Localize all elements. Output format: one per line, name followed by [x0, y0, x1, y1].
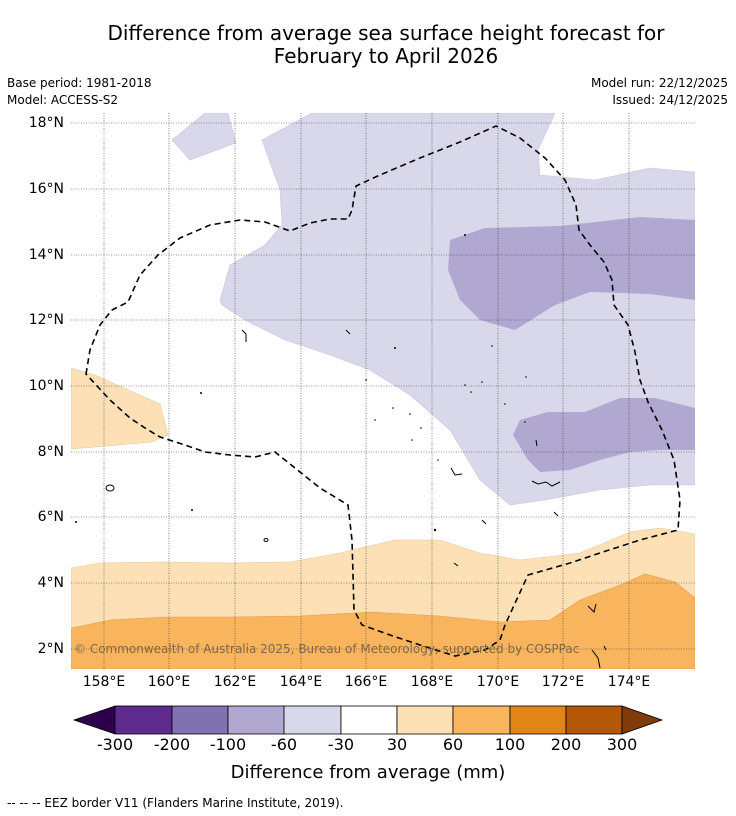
- islet: [524, 421, 526, 423]
- colorbar-bin-p30-p60: [396, 705, 454, 735]
- copyright-notice: © Commonwealth of Australia 2025, Bureau…: [74, 642, 579, 656]
- islet: [470, 391, 472, 393]
- island-west-atoll: [105, 484, 115, 492]
- island-atoll-h: [241, 329, 247, 342]
- colorbar-tick-m300: -300: [96, 735, 134, 754]
- lat-label-4n: 4°N: [37, 575, 64, 591]
- islet: [394, 347, 396, 349]
- field-m100-m60-south: [513, 398, 695, 472]
- colorbar-tick-m60: -60: [270, 735, 298, 754]
- colorbar: [72, 705, 664, 735]
- model-name: Model: ACCESS-S2: [7, 93, 119, 107]
- issued-date: Issued: 24/12/2025: [612, 93, 728, 107]
- colorbar-tick-m100: -100: [209, 735, 247, 754]
- colorbar-bin-m100-m60: [227, 705, 285, 735]
- lon-label-158e: 158°E: [82, 674, 126, 690]
- field-m100-m60-north: [448, 217, 695, 330]
- lat-label-2n: 2°N: [37, 641, 64, 657]
- lon-label-172e: 172°E: [541, 674, 585, 690]
- islet: [365, 379, 367, 381]
- islet: [433, 528, 437, 532]
- colorbar-bin-p60-p100: [452, 705, 511, 735]
- colorbar-tick-p60: 60: [442, 735, 464, 754]
- lon-label-162e: 162°E: [213, 674, 257, 690]
- island-atoll-a: [531, 480, 561, 487]
- lon-label-174e: 174°E: [607, 674, 651, 690]
- islet: [464, 234, 466, 236]
- title-line-2: February to April 2026: [273, 44, 499, 68]
- meta-left: Base period: 1981-2018 Model: ACCESS-S2: [7, 75, 152, 109]
- map-title: Difference from average sea surface heig…: [0, 22, 736, 68]
- islet: [464, 384, 466, 386]
- island-atoll-g: [345, 329, 351, 335]
- field-p60-p100: [71, 573, 695, 669]
- island-atoll-c: [587, 603, 597, 613]
- eez-legend-note: -- -- -- EEZ border V11 (Flanders Marine…: [7, 796, 344, 810]
- lat-label-6n: 6°N: [37, 509, 64, 525]
- colorbar-bin-p100-p200: [509, 705, 567, 735]
- island-atoll-d: [591, 649, 601, 669]
- islet: [191, 509, 193, 511]
- colorbar-tick-p30: 30: [386, 735, 408, 754]
- island-atoll-i: [603, 645, 607, 651]
- base-period: Base period: 1981-2018: [7, 76, 152, 90]
- colorbar-bin-m60-m30: [283, 705, 342, 735]
- colorbar-tick-p100: 100: [494, 735, 526, 754]
- colorbar-extend-low: [72, 705, 116, 735]
- colorbar-tick-p300: 300: [606, 735, 638, 754]
- colorbar-tick-m200: -200: [153, 735, 191, 754]
- island-atoll-f: [553, 511, 559, 517]
- island-south-atoll: [263, 538, 269, 542]
- model-run: Model run: 22/12/2025: [590, 76, 728, 90]
- islet: [504, 403, 506, 405]
- colorbar-title: Difference from average (mm): [230, 762, 506, 783]
- lat-label-18n: 18°N: [28, 115, 64, 131]
- lat-label-16n: 16°N: [28, 181, 64, 197]
- island-atoll-b: [450, 467, 463, 476]
- colorbar-tick-m30: -30: [327, 735, 355, 754]
- lat-label-8n: 8°N: [37, 444, 64, 460]
- colorbar-tick-p200: 200: [550, 735, 582, 754]
- field-m60-m30-patch: [171, 113, 237, 161]
- lon-label-160e: 160°E: [147, 674, 191, 690]
- islet: [491, 345, 493, 347]
- colorbar-bin-p200-p300: [565, 705, 623, 735]
- colorbar-bin-m30-p30: [340, 705, 398, 735]
- islands: [105, 329, 607, 669]
- colorbar-extend-high: [621, 705, 664, 735]
- map-fields: [71, 113, 695, 669]
- island-dots: [75, 234, 527, 532]
- islet: [420, 427, 422, 429]
- islet: [481, 381, 483, 383]
- islet: [409, 413, 411, 415]
- islet: [437, 459, 439, 461]
- islet: [75, 521, 77, 523]
- lon-label-166e: 166°E: [344, 674, 388, 690]
- title-line-1: Difference from average sea surface heig…: [107, 21, 665, 45]
- meta-right: Model run: 22/12/2025 Issued: 24/12/2025: [591, 75, 728, 109]
- colorbar-bin-m300-m200: [114, 705, 173, 735]
- colorbar-bin-m200-m100: [171, 705, 229, 735]
- lat-label-14n: 14°N: [28, 247, 64, 263]
- island-atoll-k: [535, 439, 538, 447]
- islet: [525, 376, 527, 378]
- lon-label-164e: 164°E: [279, 674, 323, 690]
- lat-label-10n: 10°N: [28, 378, 64, 394]
- island-atoll-e: [481, 519, 487, 525]
- lon-label-168e: 168°E: [410, 674, 454, 690]
- islet: [392, 407, 394, 409]
- islet: [374, 419, 376, 421]
- lon-label-170e: 170°E: [476, 674, 520, 690]
- lat-label-12n: 12°N: [28, 312, 64, 328]
- graticule: [71, 113, 695, 669]
- eez-border: [85, 125, 681, 657]
- islet: [200, 392, 202, 394]
- islet: [411, 439, 413, 441]
- island-atoll-j: [453, 562, 459, 567]
